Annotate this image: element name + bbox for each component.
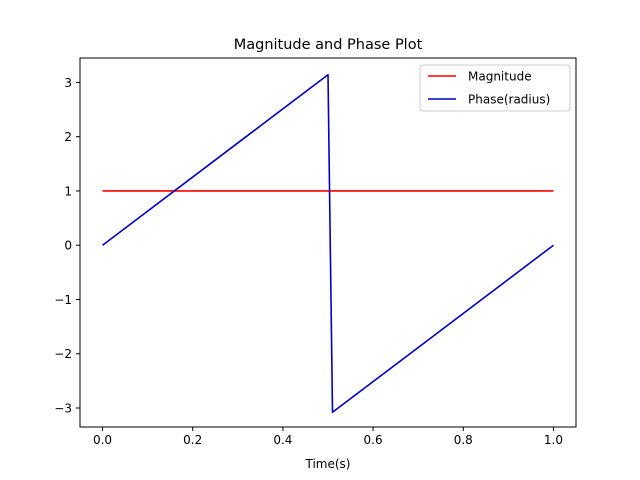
legend-label-2: Phase(radius) [468,93,550,107]
x-tick-label: 0.2 [183,433,202,447]
x-tick-label: 0.8 [454,433,473,447]
y-tick-label: −3 [54,402,72,416]
plot-frame [79,57,577,428]
series-line-2 [102,73,554,414]
legend: Magnitude Phase(radius) [419,64,571,112]
x-tick-label: 0.6 [364,433,383,447]
x-tick-label: 0.4 [273,433,292,447]
plot-series [102,73,554,414]
y-tick-label: 1 [64,184,72,198]
y-tick-label: 2 [64,130,72,144]
y-tick-label: −1 [54,293,72,307]
legend-label-1: Magnitude [468,70,532,84]
y-tick-label: −2 [54,347,72,361]
y-tick-label: 3 [64,76,72,90]
x-axis-label: Time(s) [305,457,351,471]
x-axis-ticks: 0.0 0.2 0.4 0.6 0.8 1.0 [93,427,563,447]
y-axis-ticks: −3 −2 −1 0 1 2 3 [54,76,80,416]
legend-box [419,64,571,112]
x-tick-label: 1.0 [544,433,563,447]
chart-title: Magnitude and Phase Plot [234,37,423,53]
x-tick-label: 0.0 [93,433,112,447]
y-tick-label: 0 [64,239,72,253]
